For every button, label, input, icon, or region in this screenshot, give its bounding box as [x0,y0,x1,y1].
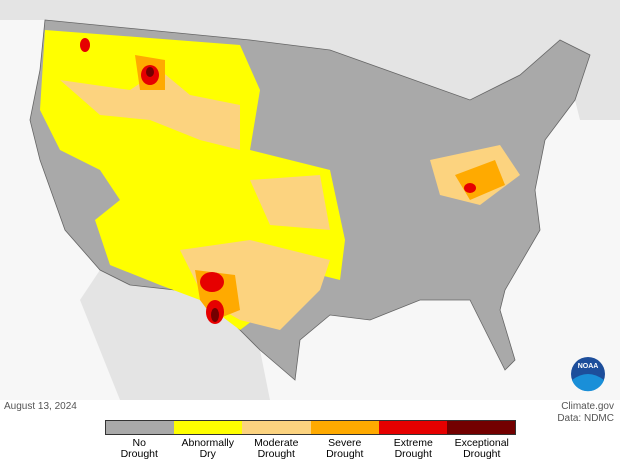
legend: No Drought Abnormally Dry Moderate Drought… [105,420,516,460]
extreme-drought [200,272,224,292]
date: August 13, 2024 [4,401,77,412]
legend-label: Severe Drought [326,437,364,460]
legend-swatch [446,421,516,434]
credit-site: Climate.gov [561,401,614,412]
legend-label: No Drought [120,437,158,460]
legend-label: Moderate Drought [254,437,299,460]
moderate-drought [60,70,240,150]
legend-swatch [242,421,311,434]
canada [0,0,620,120]
moderate-drought [180,240,330,330]
exceptional-drought [146,67,154,77]
legend-swatch [378,421,447,434]
extreme-drought [464,183,476,193]
mexico [80,270,270,400]
noaa-logo: NOAA [571,357,605,392]
legend-label: Exceptional Drought [454,437,509,460]
legend-swatch [310,421,379,434]
legend-label: Abnormally Dry [181,437,235,460]
legend-swatch [106,421,175,434]
logo-text: NOAA [578,363,599,370]
legend-label: Extreme Drought [393,437,433,460]
extreme-drought [80,38,90,52]
legend-bar [105,420,516,435]
legend-swatch [174,421,243,434]
credit: Climate.gov Data: NDMC [557,401,614,425]
exceptional-drought [211,308,219,322]
data-source: Data: NDMC [557,413,614,424]
map: NOAA [0,0,620,400]
logo-wave [572,374,604,392]
moderate-drought [250,175,330,230]
drought-areas [40,30,520,330]
legend-labels: No Drought Abnormally Dry Moderate Drought… [105,435,516,460]
